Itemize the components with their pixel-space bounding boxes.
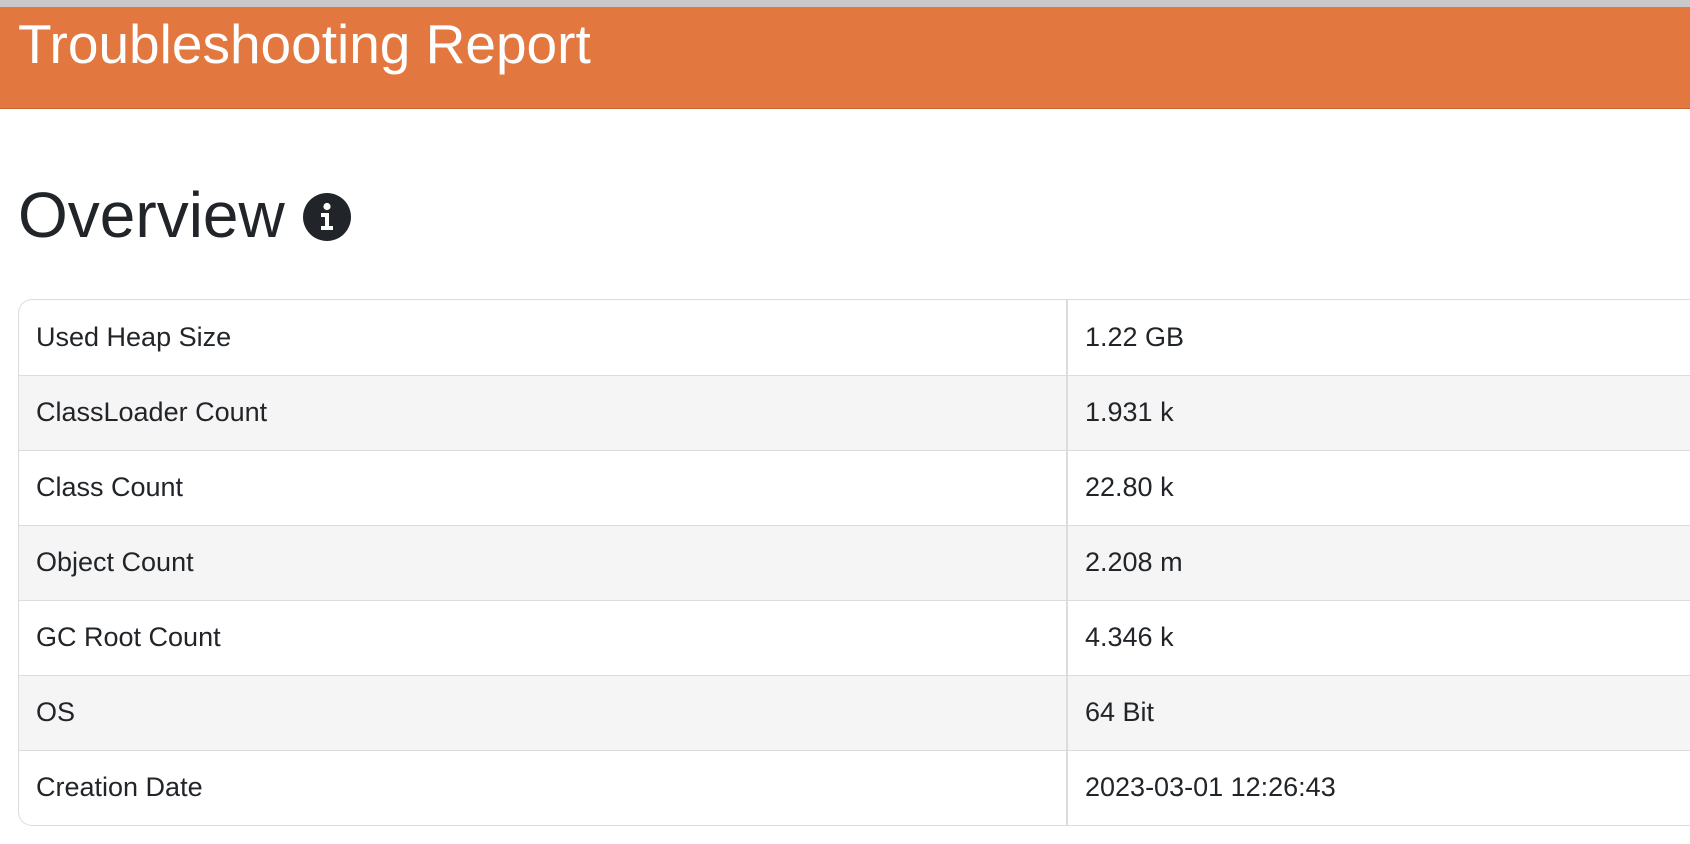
overview-table: Used Heap Size 1.22 GB ClassLoader Count… [18, 299, 1690, 826]
report-title: Troubleshooting Report [18, 13, 591, 75]
row-label: GC Root Count [19, 600, 1068, 676]
row-label: Object Count [19, 525, 1068, 601]
row-value: 1.931 k [1067, 375, 1690, 451]
row-value: 22.80 k [1067, 450, 1690, 526]
report-header: Troubleshooting Report [0, 7, 1690, 109]
table-row: Object Count 2.208 m [19, 525, 1690, 601]
row-value: 1.22 GB [1067, 300, 1690, 376]
row-value: 2023-03-01 12:26:43 [1085, 772, 1336, 803]
table-row: GC Root Count 4.346 k [19, 600, 1690, 676]
table-row: Creation Date 2023-03-01 12:26:43 [19, 750, 1690, 825]
table-row: Used Heap Size 1.22 GB [19, 300, 1690, 376]
overview-title: Overview [18, 179, 285, 251]
row-label: Creation Date [19, 750, 1068, 825]
table-row: Class Count 22.80 k [19, 450, 1690, 526]
row-value: 4.346 k [1067, 600, 1690, 676]
row-label: OS [19, 675, 1068, 751]
info-circle-icon[interactable] [302, 193, 351, 241]
row-label: Class Count [19, 450, 1068, 526]
top-strip [0, 0, 1690, 7]
table-row: ClassLoader Count 1.931 k [19, 375, 1690, 451]
row-label: Used Heap Size [19, 300, 1068, 376]
table-row: OS 64 Bit [19, 675, 1690, 751]
row-label: ClassLoader Count [19, 375, 1068, 451]
row-value: 64 Bit [1067, 675, 1690, 751]
row-value: 2.208 m [1067, 525, 1690, 601]
overview-heading: Overview [18, 176, 351, 254]
